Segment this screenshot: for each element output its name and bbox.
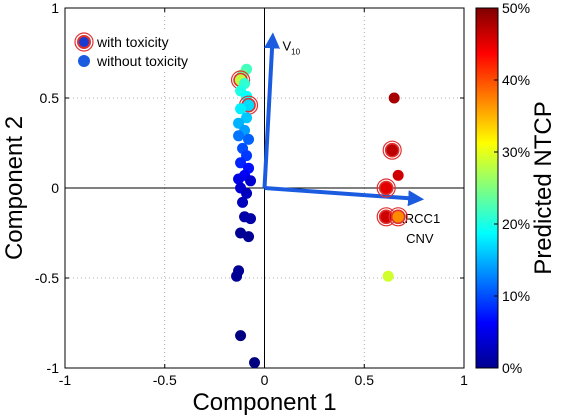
data-point-without-toxicity	[243, 133, 255, 145]
data-point-with-toxicity	[390, 209, 406, 225]
data-point-without-toxicity	[245, 175, 257, 187]
data-point-without-toxicity	[241, 187, 253, 199]
scatter-points	[230, 63, 408, 369]
legend: with toxicity without toxicity	[69, 30, 219, 72]
colorbar-title: Predicted NTCP	[530, 101, 557, 274]
toxicity-ring	[376, 178, 396, 198]
data-point-without-toxicity	[382, 270, 394, 282]
legend-label-with-toxicity: with toxicity	[96, 34, 169, 50]
data-point-without-toxicity	[245, 213, 257, 225]
colorbar-tick-label: 50%	[502, 0, 530, 16]
data-point-with-toxicity	[384, 142, 400, 158]
data-point-without-toxicity	[233, 130, 245, 142]
colorbar-tick-label: 30%	[502, 144, 530, 160]
legend-toxicity-ring	[74, 32, 94, 52]
legend-label-without-toxicity: without toxicity	[96, 53, 188, 69]
y-tick-label: -1	[47, 360, 60, 376]
data-point-without-toxicity	[235, 330, 247, 342]
y-tick-label: 0	[51, 180, 59, 196]
toxicity-ring	[388, 207, 408, 227]
colorbar-ticks: 0% 10% 20% 30% 40% 50%	[494, 0, 530, 376]
data-point-without-toxicity	[233, 117, 245, 129]
x-axis-title: Component 1	[192, 389, 336, 416]
data-point-without-toxicity	[392, 169, 404, 181]
x-tick-label: 0	[261, 372, 269, 388]
colorbar-tick-label: 0%	[502, 360, 522, 376]
colorbar-tick-label: 10%	[502, 288, 530, 304]
v10-vector-arrow	[262, 32, 281, 189]
data-point-with-toxicity	[378, 180, 394, 196]
y-tick-label: 0.5	[40, 90, 60, 106]
legend-box	[69, 30, 219, 72]
x-tick-label: -0.5	[153, 372, 177, 388]
data-point-without-toxicity	[233, 173, 245, 185]
colorbar-gradient	[475, 7, 499, 369]
data-point-without-toxicity	[249, 357, 261, 369]
y-tick-label: 1	[51, 0, 59, 16]
x-tick-label: 0.5	[355, 372, 375, 388]
colorbar-tick-label: 20%	[502, 216, 530, 232]
data-point-without-toxicity	[241, 112, 253, 124]
legend-marker-with-toxicity	[77, 35, 91, 49]
xrcc1-cnv-vector-arrow	[264, 186, 425, 207]
legend-marker-without-toxicity	[78, 55, 90, 67]
data-point-without-toxicity	[243, 231, 255, 243]
colorbar-tick-label: 40%	[502, 72, 530, 88]
data-point-without-toxicity	[241, 150, 253, 162]
data-point-without-toxicity	[231, 270, 243, 282]
data-point-without-toxicity	[235, 103, 247, 115]
toxicity-ring	[382, 140, 402, 160]
y-axis-ticks: -1 -0.5 0 0.5 1	[35, 0, 464, 376]
x-tick-label: -1	[59, 372, 72, 388]
y-tick-label: -0.5	[35, 270, 59, 286]
x-axis-ticks: -1 -0.5 0 0.5 1	[59, 8, 468, 388]
data-point-without-toxicity	[237, 196, 249, 208]
v10-vector-label: V10	[282, 38, 300, 56]
cnv-vector-label: CNV	[406, 231, 434, 246]
y-axis-title: Component 2	[1, 116, 28, 260]
data-point-without-toxicity	[388, 92, 400, 104]
data-point-without-toxicity	[235, 157, 247, 169]
colorbar: 0% 10% 20% 30% 40% 50% Predicted NTCP	[475, 0, 557, 376]
x-tick-label: 1	[460, 372, 468, 388]
